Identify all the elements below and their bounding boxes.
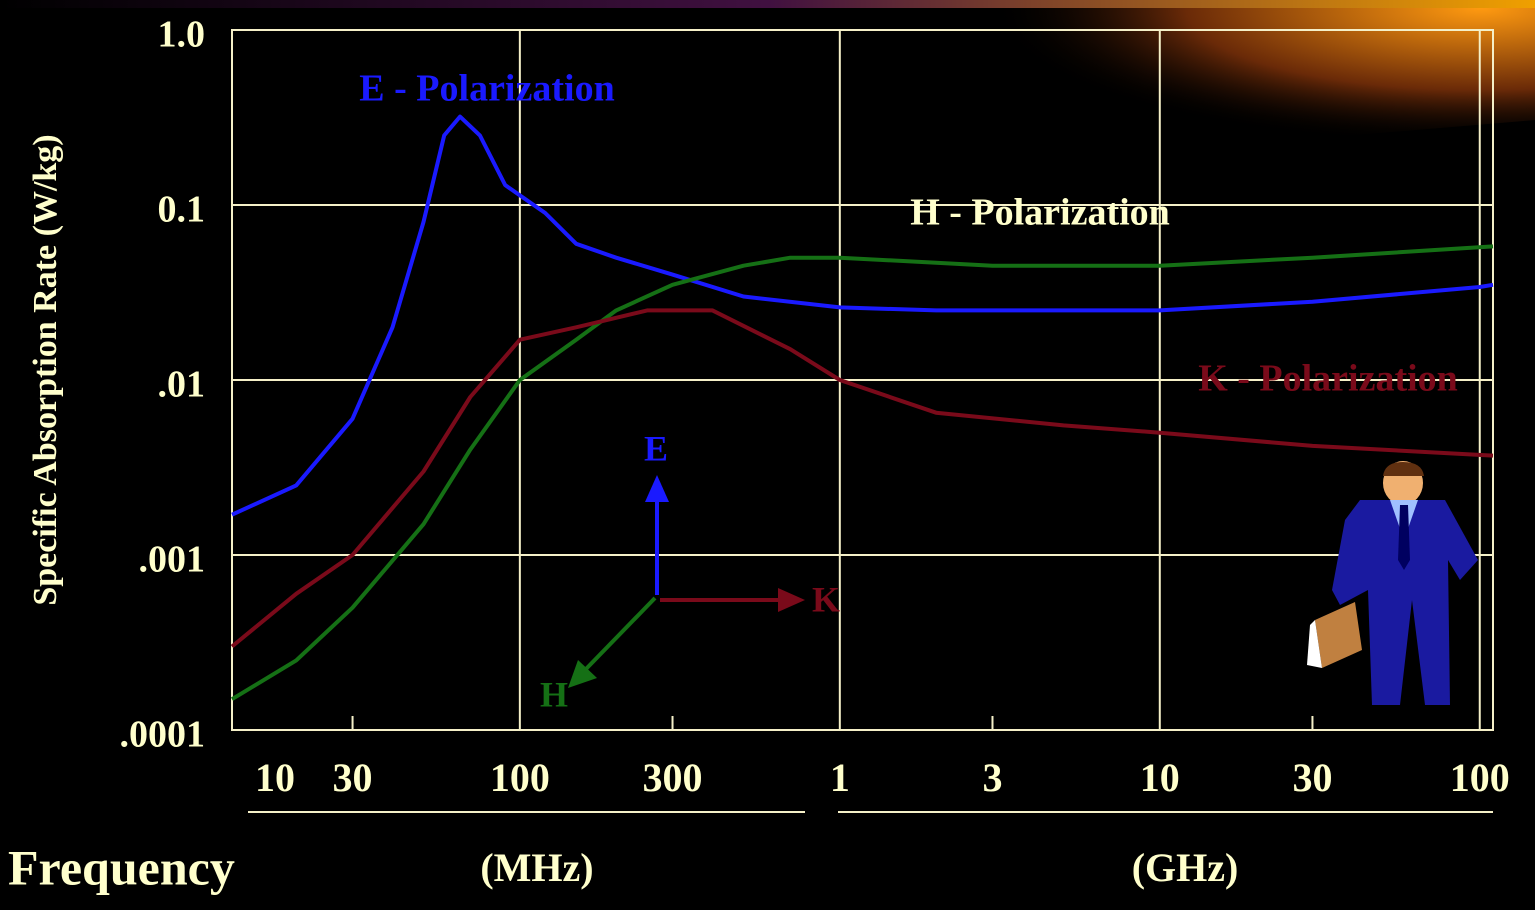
x-tick-label: 10	[255, 755, 295, 800]
h-arrow	[583, 596, 657, 672]
series-line	[231, 114, 1494, 517]
x-tick-label: 30	[333, 755, 373, 800]
y-axis-title: Specific Absorption Rate (W/kg)	[27, 134, 64, 605]
k-arrowhead	[778, 588, 805, 612]
annotation: K	[812, 579, 840, 619]
clipart-businessman	[1307, 461, 1478, 705]
series-line	[230, 244, 1494, 701]
unit-label: (GHz)	[1132, 845, 1239, 890]
series-label: E - Polarization	[359, 68, 614, 110]
y-tick-label: .01	[158, 364, 206, 406]
series-label: K - Polarization	[1198, 358, 1458, 400]
top-bar	[0, 0, 1535, 8]
unit-label: (MHz)	[480, 845, 593, 890]
x-tick-label: 100	[490, 755, 550, 800]
x-tick-label: 100	[1450, 755, 1510, 800]
series-label: H - Polarization	[910, 192, 1170, 234]
h-arrowhead	[568, 660, 597, 688]
y-tick-label: .0001	[120, 714, 206, 756]
y-tick-label: 1.0	[158, 14, 206, 56]
annotation: E	[644, 428, 668, 468]
y-tick-label: 0.1	[158, 189, 206, 231]
x-tick-label: 1	[830, 755, 850, 800]
x-tick-label: 3	[982, 755, 1002, 800]
x-tick-label: 30	[1292, 755, 1332, 800]
x-axis-title: Frequency	[8, 839, 235, 895]
y-tick-label: .001	[139, 539, 206, 581]
series-line	[230, 308, 1494, 649]
annotation: H	[540, 674, 568, 714]
decor-glow	[990, 8, 1535, 160]
e-arrowhead	[645, 475, 669, 502]
x-tick-label: 10	[1140, 755, 1180, 800]
x-tick-label: 300	[643, 755, 703, 800]
